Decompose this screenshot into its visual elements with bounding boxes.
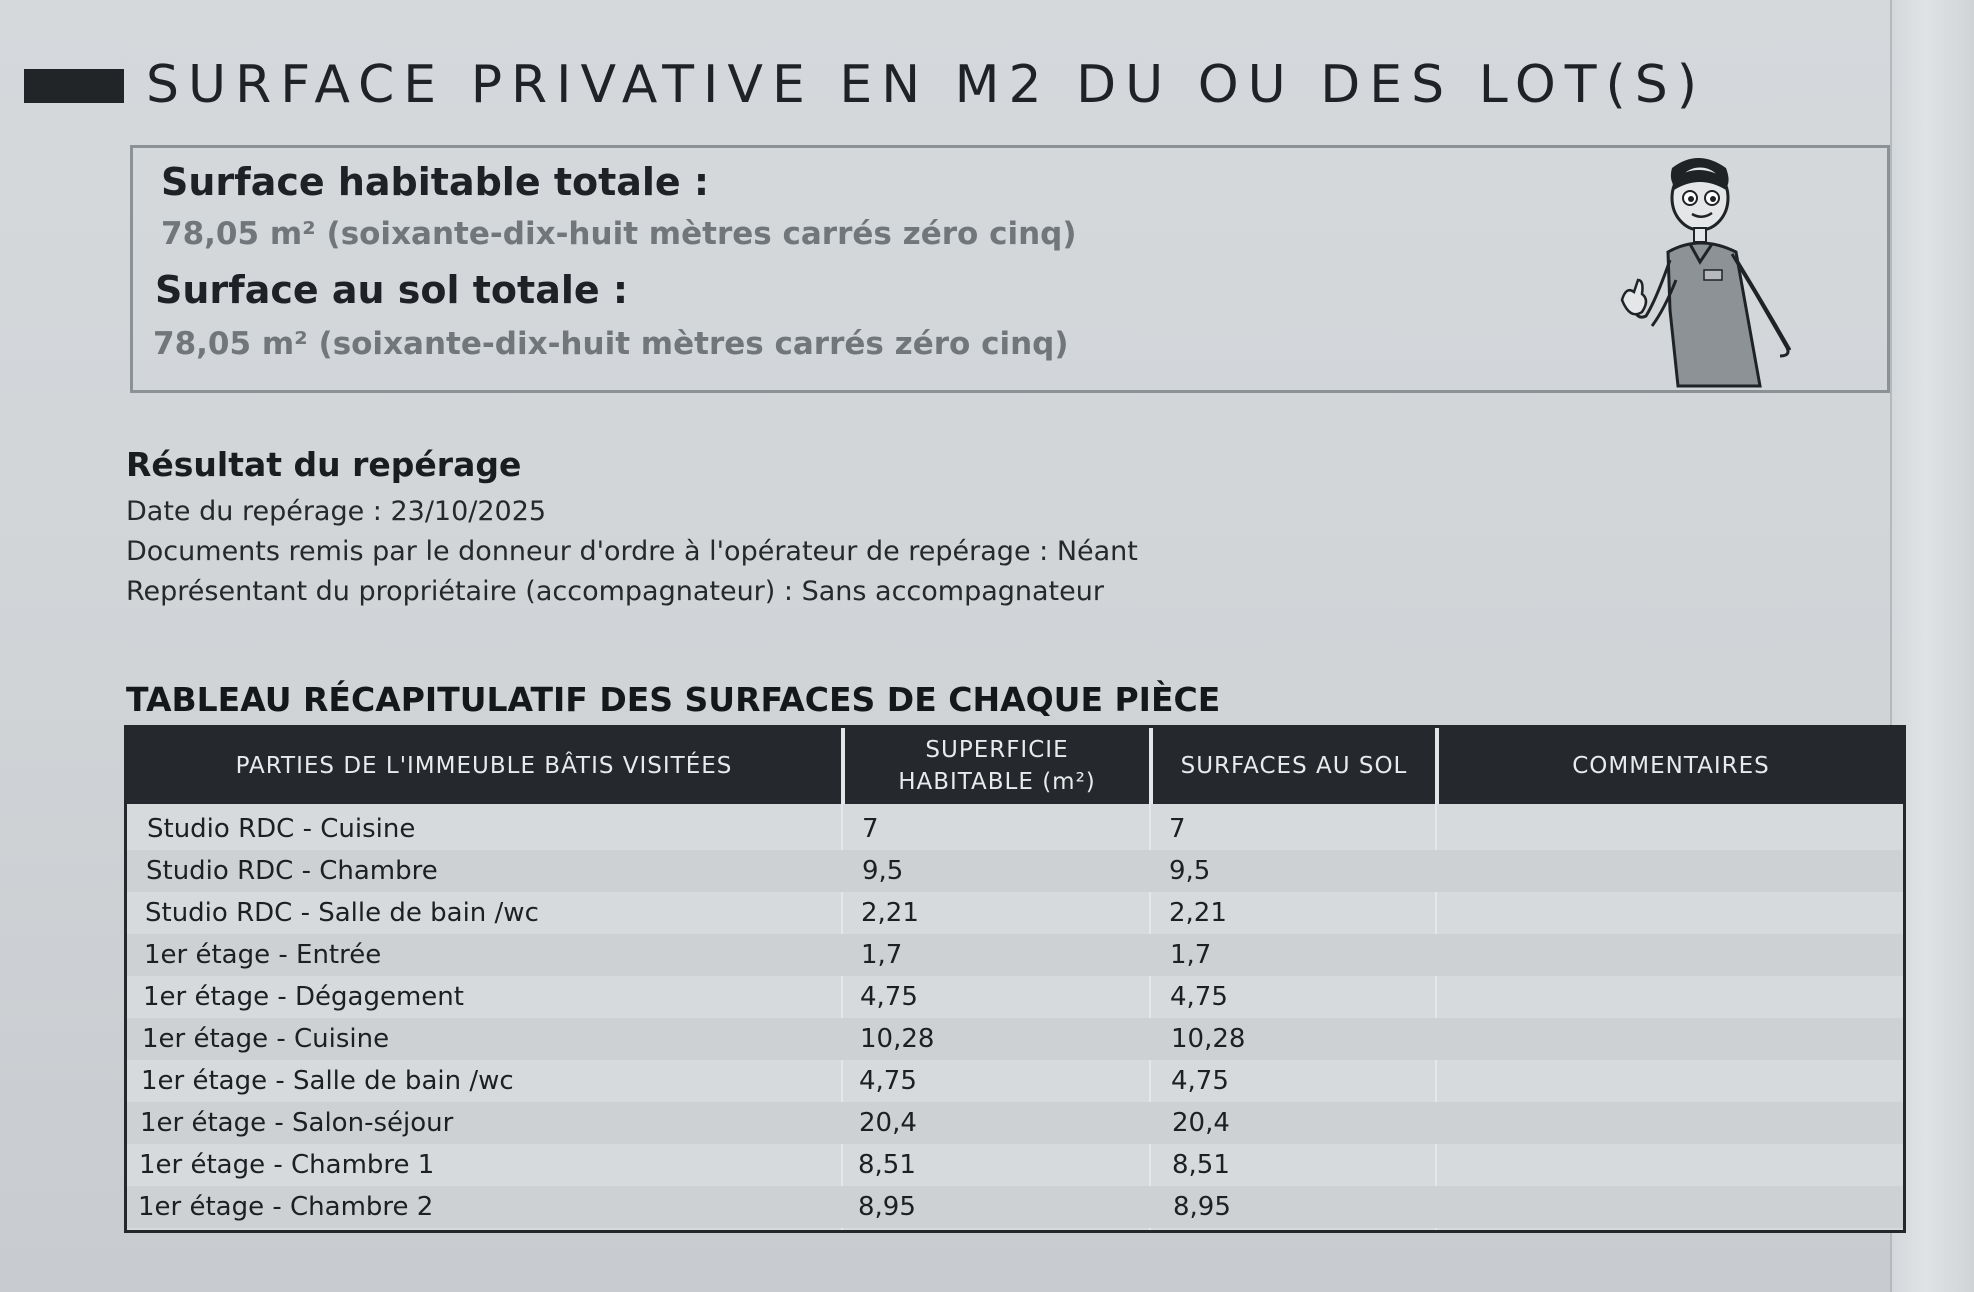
table-header-row: PARTIES DE L'IMMEUBLE BÂTIS VISITÉES SUP… [127,728,1903,804]
header-parties: PARTIES DE L'IMMEUBLE BÂTIS VISITÉES [235,753,733,779]
cell-habitable: 20,4 [859,1108,917,1138]
cell-habitable: 8,95 [858,1192,916,1222]
cell-sol: 7 [1169,814,1186,844]
cell-commentaire [1435,1018,1903,1060]
cell-piece: 1er étage - Salle de bain /wc [141,1066,514,1096]
section-title: SURFACE PRIVATIVE EN M2 DU OU DES LOT(S) [146,55,1707,115]
cell-habitable: 4,75 [859,1066,917,1096]
cell-piece: 1er étage - Chambre 2 [138,1192,434,1222]
cell-piece: 1er étage - Salon-séjour [140,1108,454,1138]
cell-habitable: 8,51 [858,1150,916,1180]
cell-commentaire [1435,892,1903,934]
surface-summary-box: Surface habitable totale : 78,05 m² (soi… [130,145,1890,393]
cell-habitable: 2,21 [861,898,919,928]
cell-commentaire [1435,850,1903,892]
cell-piece: Studio RDC - Cuisine [147,814,416,844]
cell-commentaire [1435,976,1903,1018]
cell-habitable: 9,5 [862,856,904,886]
header-surfaces-sol: SURFACES AU SOL [1149,728,1435,804]
cell-sol: 2,21 [1169,898,1227,928]
section-header: SURFACE PRIVATIVE EN M2 DU OU DES LOT(S) [24,55,1824,125]
table-row: 1er étage - Cuisine 10,28 10,28 [127,1018,1903,1060]
table-row: 1er étage - Dégagement 4,75 4,75 [127,976,1903,1018]
cell-sol: 10,28 [1171,1024,1246,1054]
header-superficie-line1: SUPERFICIE [925,737,1069,763]
results-title: Résultat du repérage [126,445,522,484]
results-section: Résultat du repérage Date du repérage : … [126,445,1326,612]
table-title: TABLEAU RÉCAPITULATIF DES SURFACES DE CH… [126,680,1221,719]
table-row: 1er étage - Salle de bain /wc 4,75 4,75 [127,1060,1903,1102]
cell-sol: 1,7 [1170,940,1212,970]
cell-commentaire [1435,1102,1903,1144]
inspection-date: Date du repérage : 23/10/2025 [126,496,547,527]
habitable-total-value: 78,05 m² (soixante-dix-huit mètres carré… [161,216,1077,252]
habitable-total-label: Surface habitable totale : [161,160,710,204]
cell-sol: 8,95 [1173,1192,1231,1222]
column-divider [1435,804,1437,1230]
cell-piece: 1er étage - Cuisine [142,1024,390,1054]
cell-piece: Studio RDC - Chambre [146,856,438,886]
cell-commentaire [1435,1060,1903,1102]
cell-piece: 1er étage - Entrée [144,940,382,970]
column-divider [1149,804,1151,1230]
cell-sol: 4,75 [1170,982,1228,1012]
table-row: 1er étage - Chambre 2 8,95 8,95 [127,1186,1903,1228]
header-accent-bar [24,69,124,103]
cell-sol: 4,75 [1171,1066,1229,1096]
sol-total-label: Surface au sol totale : [155,268,629,312]
cell-sol: 20,4 [1172,1108,1230,1138]
column-divider [841,804,843,1230]
header-superficie-line2: HABITABLE (m²) [898,769,1096,795]
table-row: 1er étage - Chambre 1 8,51 8,51 [127,1144,1903,1186]
technician-mascot-icon [1620,158,1792,388]
cell-habitable: 7 [862,814,879,844]
owner-representative: Représentant du propriétaire (accompagna… [126,576,1104,607]
cell-piece: 1er étage - Dégagement [143,982,464,1012]
documents-provided: Documents remis par le donneur d'ordre à… [126,536,1138,567]
cell-sol: 8,51 [1172,1150,1230,1180]
cell-habitable: 1,7 [861,940,903,970]
cell-commentaire [1435,808,1903,850]
header-superficie-habitable: SUPERFICIE HABITABLE (m²) [841,728,1149,804]
sol-total-value: 78,05 m² (soixante-dix-huit mètres carré… [153,326,1069,362]
cell-commentaire [1435,1186,1903,1228]
table-row: 1er étage - Entrée 1,7 1,7 [127,934,1903,976]
cell-piece: Studio RDC - Salle de bain /wc [145,898,539,928]
cell-habitable: 4,75 [860,982,918,1012]
cell-sol: 9,5 [1169,856,1211,886]
cell-commentaire [1435,1144,1903,1186]
table-row: Studio RDC - Salle de bain /wc 2,21 2,21 [127,892,1903,934]
table-row: Studio RDC - Chambre 9,5 9,5 [127,850,1903,892]
table-row: Studio RDC - Cuisine 7 7 [127,808,1903,850]
table-row: 1er étage - Salon-séjour 20,4 20,4 [127,1102,1903,1144]
cell-piece: 1er étage - Chambre 1 [139,1150,435,1180]
cell-habitable: 10,28 [860,1024,935,1054]
cell-commentaire [1435,934,1903,976]
surfaces-table: PARTIES DE L'IMMEUBLE BÂTIS VISITÉES SUP… [124,725,1906,1233]
header-commentaires: COMMENTAIRES [1435,728,1903,804]
